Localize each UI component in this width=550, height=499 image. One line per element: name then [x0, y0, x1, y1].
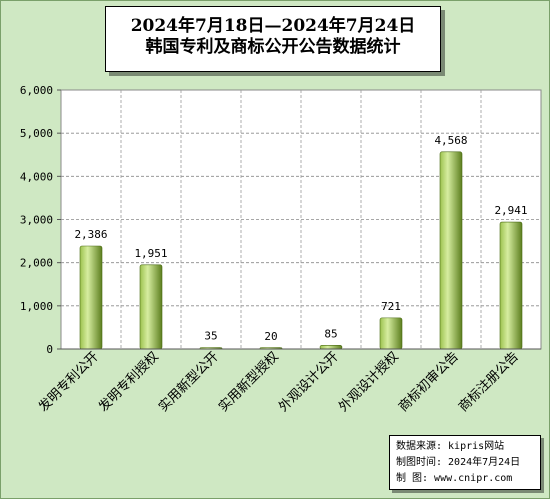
x-tick-label: 发明专利授权	[95, 349, 161, 415]
bar	[79, 245, 103, 350]
chart-title-line-1: 2024年7月18日—2024年7月24日	[130, 16, 416, 36]
source-row-data-source: 数据来源: kipris网站	[396, 441, 505, 452]
y-tick-label: 4,000	[20, 170, 53, 183]
data-label: 4,568	[434, 134, 467, 147]
data-label: 2,941	[494, 204, 527, 217]
data-label: 85	[324, 327, 337, 340]
data-label: 721	[381, 300, 401, 313]
bar	[139, 264, 163, 350]
y-tick-label: 1,000	[20, 300, 53, 313]
x-tick-label: 实用新型公开	[155, 349, 221, 415]
y-tick-label: 5,000	[20, 127, 53, 140]
source-row-chart-maker: 制 图: www.cnipr.com	[396, 473, 513, 484]
bar	[499, 221, 523, 350]
bar	[319, 345, 343, 350]
x-tick-label: 发明专利公开	[35, 349, 101, 415]
x-tick-label: 外观设计授权	[335, 349, 401, 415]
source-row-chart-date: 制图时间: 2024年7月24日	[396, 457, 521, 468]
x-tick-label: 外观设计公开	[276, 349, 342, 415]
y-tick-label: 0	[46, 343, 53, 356]
chart-title-line-2: 韩国专利及商标公开公告数据统计	[145, 37, 401, 57]
bar	[439, 151, 463, 350]
x-tick-label: 实用新型授权	[215, 349, 281, 415]
bar	[379, 317, 403, 350]
data-label: 2,386	[74, 228, 107, 241]
data-label: 1,951	[134, 247, 167, 260]
data-label: 20	[264, 330, 277, 343]
data-label: 35	[204, 329, 217, 342]
y-tick-label: 6,000	[20, 84, 53, 97]
x-tick-label: 商标注册公告	[456, 349, 522, 415]
chart-title-box: 2024年7月18日—2024年7月24日 韩国专利及商标公开公告数据统计	[105, 6, 441, 72]
x-tick-label: 商标初审公告	[396, 349, 462, 415]
source-note-box: 数据来源: kipris网站 制图时间: 2024年7月24日 制 图: www…	[389, 435, 541, 490]
y-tick-label: 2,000	[20, 257, 53, 270]
y-tick-label: 3,000	[20, 214, 53, 227]
